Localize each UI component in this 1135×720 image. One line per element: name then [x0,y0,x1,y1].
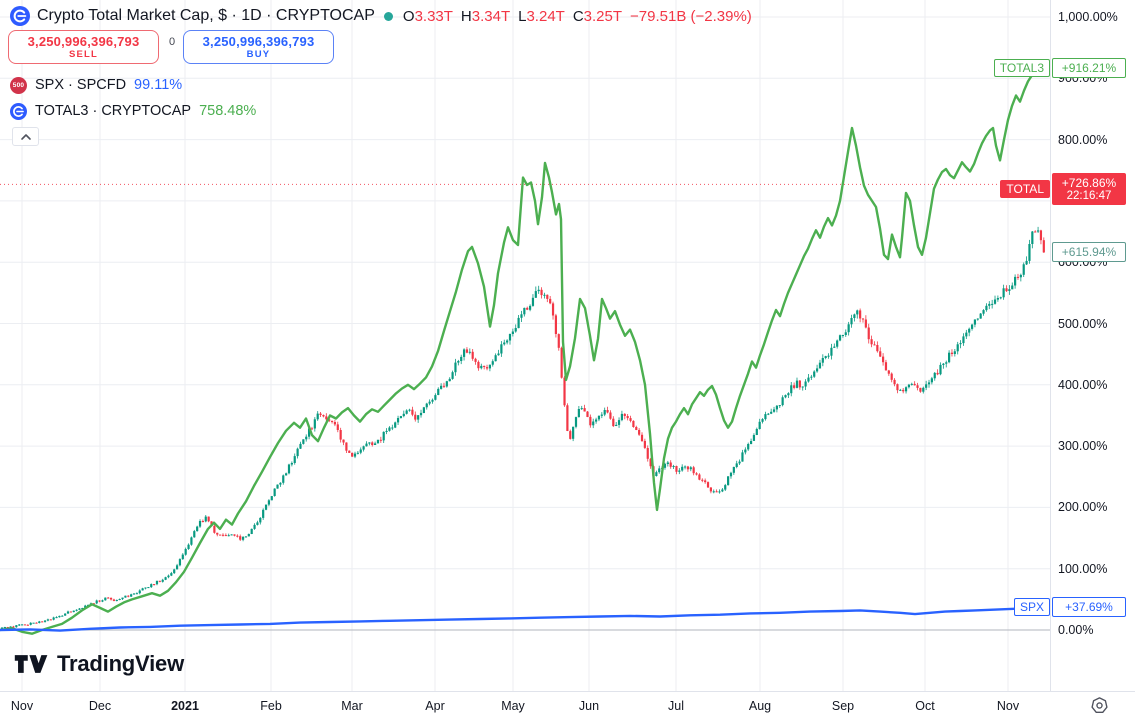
close-label: C [572,7,584,25]
price-label-spx-name: SPX [1013,598,1050,616]
sell-button[interactable]: 3,250,996,396,793 SELL [8,30,159,64]
high-value: 3.34T [471,7,511,25]
time-axis-separator [0,691,1135,692]
buy-button[interactable]: 3,250,996,396,793 BUY [183,30,334,64]
change-value: −79.51B (−2.39%) [630,7,752,25]
time-axis-tick: Oct [915,699,935,713]
time-axis-tick: Nov [10,699,34,713]
price-label-candle-close-value: +615.94% [1052,242,1126,262]
price-axis-tick: 400.00% [1058,377,1108,392]
price-label-total: TOTAL +726.86% 22:16:47 [1000,173,1126,205]
compare-spx-name: SPX · SPCFD [35,77,127,93]
sell-price: 3,250,996,396,793 [27,33,140,49]
low-label: L [518,7,527,25]
time-axis-tick: Sep [831,699,855,713]
high-label: H [460,7,472,25]
price-axis-tick: 200.00% [1058,500,1108,515]
compare-series-spx[interactable]: 500 SPX · SPCFD 99.11% [10,75,182,95]
time-axis-tick: Jun [578,699,600,713]
tradingview-logo-icon [14,655,48,673]
time-axis[interactable]: Nov Dec 2021 Feb Mar Apr May Jun Jul Aug Sep Oct Nov [0,692,1135,720]
symbol-title[interactable]: Crypto Total Market Cap, $ · 1D · CRYPTO… [37,7,375,24]
price-axis-tick: 0.00% [1058,623,1094,637]
time-axis-tick: Jul [668,699,684,713]
price-axis-tick: 300.00% [1058,439,1108,454]
price-label-total3-value: +916.21% [1052,58,1126,78]
buy-price: 3,250,996,396,793 [202,33,315,49]
sell-label: SELL [68,49,99,61]
price-label-total-name: TOTAL [1000,180,1050,198]
price-label-total3: TOTAL3 +916.21% [993,58,1126,78]
time-axis-tick: Apr [425,699,445,713]
market-status-dot-icon[interactable] [383,11,393,21]
legend-collapse-button[interactable] [12,127,39,146]
open-label: O [402,7,415,25]
price-axis-separator [1050,0,1051,691]
buy-label: BUY [246,49,271,61]
price-label-spx: SPX +37.69% [1013,597,1126,617]
aperture-nut-icon [1090,697,1108,714]
sp500-icon: 500 [10,76,27,94]
time-axis-settings-button[interactable] [1089,696,1109,716]
price-axis-tick: 1,000.00% [1058,10,1118,24]
symbol-legend-row: Crypto Total Market Cap, $ · 1D · CRYPTO… [10,5,752,27]
price-label-candle-close: +615.94% [1052,242,1126,262]
time-axis-tick: Dec [88,699,112,713]
compare-total3-value: 758.48% [199,103,257,119]
compare-total3-name: TOTAL3 · CRYPTOCAP [35,103,192,119]
time-axis-tick: Mar [341,699,363,713]
tradingview-logo-text: TradingView [57,651,184,676]
tradingview-logo[interactable]: TradingView [14,651,184,677]
cryptocap-logo-icon [10,6,30,26]
spread-value: 0 [168,36,176,48]
time-axis-tick: 2021 [171,699,199,713]
chevron-up-icon [20,133,31,140]
time-axis-tick: May [501,699,525,713]
close-value: 3.25T [583,7,623,25]
compare-spx-value: 99.11% [134,77,183,93]
time-axis-tick: Aug [748,699,772,713]
low-value: 3.24T [526,7,565,25]
bar-countdown: 22:16:47 [1066,190,1112,202]
compare-series-total3[interactable]: TOTAL3 · CRYPTOCAP 758.48% [10,101,256,121]
price-axis[interactable]: 1,000.00%900.00%800.00%700.00%600.00%500… [1051,0,1135,691]
price-axis-tick: 500.00% [1058,316,1108,331]
price-label-spx-value: +37.69% [1052,597,1126,617]
time-axis-tick: Feb [260,699,282,713]
cryptocap-icon [10,102,27,120]
open-value: 3.33T [414,7,453,25]
time-axis-tick: Nov [996,699,1020,713]
price-label-total3-name: TOTAL3 [993,59,1050,77]
price-axis-tick: 800.00% [1058,132,1108,147]
price-axis-tick: 100.00% [1058,561,1108,576]
price-label-total-value: +726.86% 22:16:47 [1052,173,1126,205]
ohlc-values: O3.33T H3.34T L3.24T C3.25T −79.51B (−2.… [403,8,752,25]
